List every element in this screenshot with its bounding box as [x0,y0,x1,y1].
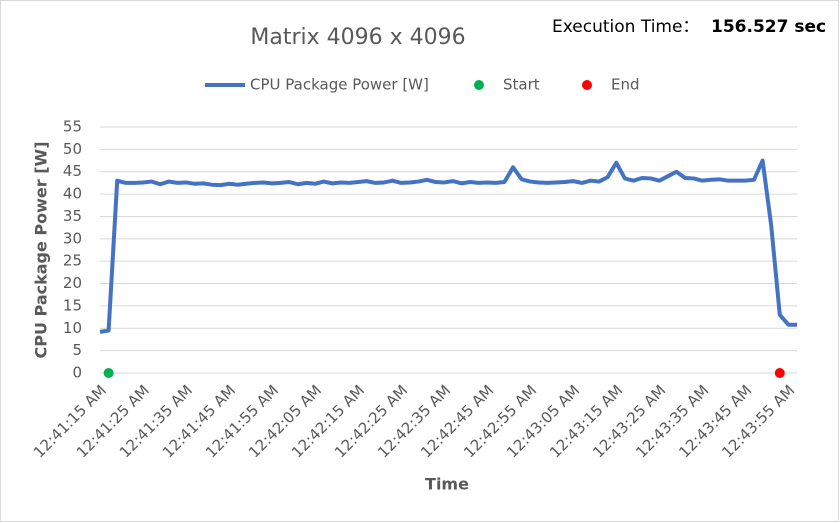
y-tick-label: 25 [63,252,82,270]
execution-time-label: Execution Time： [552,17,699,37]
y-tick-label: 50 [63,140,82,158]
y-tick-label: 5 [72,341,82,359]
marker [103,368,114,378]
legend-label: Start [503,76,540,94]
y-tick-label: 55 [63,118,82,136]
legend-swatch [582,80,592,90]
y-tick-label: 15 [63,296,82,314]
y-tick-label: 45 [63,162,82,180]
y-tick-label: 35 [63,207,82,225]
x-axis-title: Time [425,475,469,494]
legend-label: End [611,76,640,94]
y-tick-label: 20 [63,274,82,292]
legend-label: CPU Package Power [W] [250,76,429,94]
legend-swatch [474,80,484,90]
chart-title: Matrix 4096 x 4096 [250,25,465,50]
y-tick-label: 10 [63,319,82,337]
marker [774,368,785,378]
y-axis-title: CPU Package Power [W] [32,141,51,358]
y-tick-label: 30 [63,229,82,247]
y-tick-label: 0 [72,364,82,382]
data-line [99,158,797,334]
execution-time-value: 156.527 sec [711,17,826,37]
y-tick-label: 40 [63,185,82,203]
